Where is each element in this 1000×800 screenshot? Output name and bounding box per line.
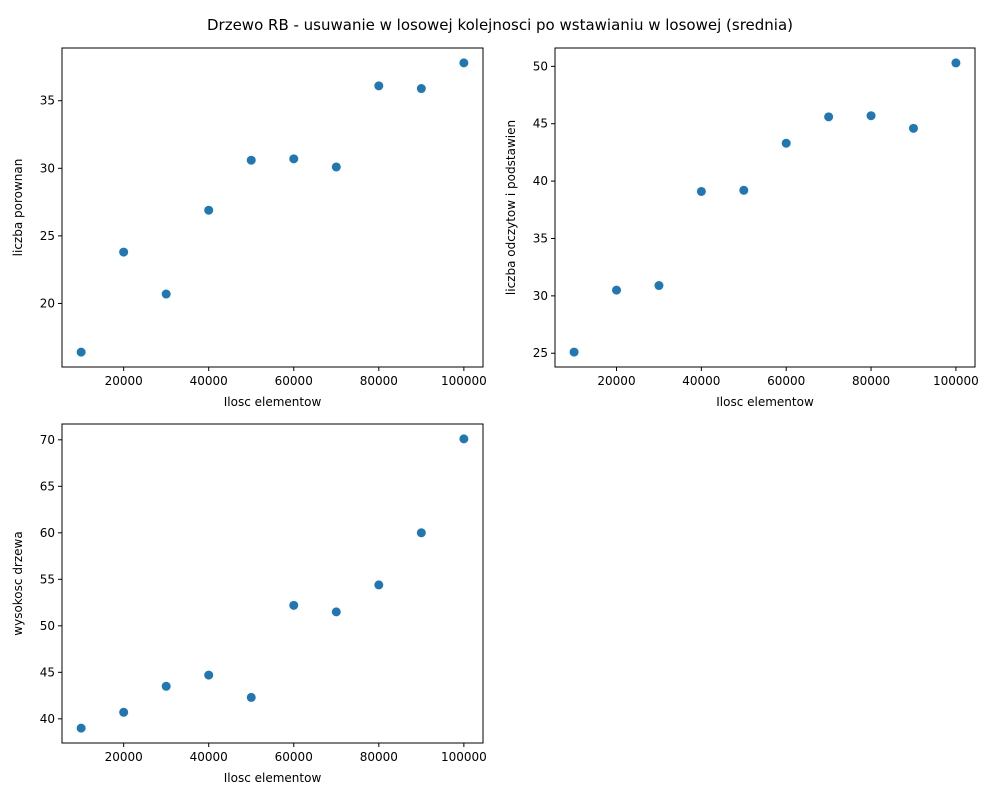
axes-frame <box>61 423 484 744</box>
data-point <box>908 123 918 133</box>
x-tick-label: 20000 <box>105 750 143 764</box>
data-point <box>289 154 299 164</box>
y-axis-label: wysokosc drzewa <box>11 531 25 635</box>
data-point <box>416 528 426 538</box>
x-tick-label: 60000 <box>767 374 805 388</box>
y-tick-label: 65 <box>40 479 55 493</box>
x-tick-label: 40000 <box>682 374 720 388</box>
data-point <box>331 607 341 617</box>
data-point <box>739 185 749 195</box>
data-point <box>696 186 706 196</box>
data-point <box>289 600 299 610</box>
y-tick-label: 70 <box>40 433 55 447</box>
data-point <box>246 692 256 702</box>
data-point <box>459 434 469 444</box>
y-tick-label: 45 <box>40 665 55 679</box>
axes-frame <box>61 47 484 368</box>
y-tick-label: 20 <box>40 296 55 310</box>
x-axis-label: Ilosc elementow <box>716 395 814 409</box>
data-point <box>204 670 214 680</box>
data-point <box>204 205 214 215</box>
y-tick-label: 45 <box>533 117 548 131</box>
figure-title: Drzewo RB - usuwanie w losowej kolejnosc… <box>207 16 793 34</box>
x-tick-label: 40000 <box>190 750 228 764</box>
data-point <box>246 155 256 165</box>
y-tick-label: 25 <box>40 229 55 243</box>
subplot-3: 20000 40000 60000 80000 100000 40 45 50 55 60 65 70… <box>11 423 487 785</box>
subplot-2: 20000 40000 60000 80000 100000 25 30 35 40 45 50 Il… <box>504 47 979 409</box>
axes-frame <box>554 47 976 368</box>
data-point <box>951 58 961 68</box>
y-tick-label: 35 <box>533 231 548 245</box>
y-tick-label: 40 <box>533 174 548 188</box>
x-tick-label: 100000 <box>441 374 487 388</box>
data-point <box>374 81 384 91</box>
x-tick-label: 80000 <box>360 750 398 764</box>
y-tick-label: 30 <box>533 289 548 303</box>
y-tick-label: 40 <box>40 712 55 726</box>
x-tick-label: 40000 <box>190 374 228 388</box>
y-tick-label: 25 <box>533 346 548 360</box>
y-tick-label: 50 <box>40 619 55 633</box>
data-point <box>781 138 791 148</box>
data-point <box>119 707 129 717</box>
y-tick-label: 35 <box>40 94 55 108</box>
data-point <box>331 162 341 172</box>
data-point <box>76 723 86 733</box>
data-point <box>569 347 579 357</box>
x-tick-label: 60000 <box>275 750 313 764</box>
x-tick-label: 80000 <box>852 374 890 388</box>
data-point <box>866 111 876 121</box>
x-axis-label: Ilosc elementow <box>224 395 322 409</box>
data-point <box>374 580 384 590</box>
y-axis-label: liczba odczytow i podstawien <box>504 120 518 295</box>
x-tick-label: 60000 <box>275 374 313 388</box>
data-point <box>416 84 426 94</box>
x-tick-label: 100000 <box>441 750 487 764</box>
x-tick-label: 80000 <box>360 374 398 388</box>
data-point <box>161 681 171 691</box>
x-tick-label: 20000 <box>105 374 143 388</box>
x-axis-label: Ilosc elementow <box>224 771 322 785</box>
y-tick-label: 60 <box>40 526 55 540</box>
data-point <box>654 281 664 291</box>
y-tick-label: 55 <box>40 572 55 586</box>
data-point <box>459 58 469 68</box>
data-point <box>119 247 129 257</box>
x-tick-label: 20000 <box>597 374 635 388</box>
y-tick-label: 50 <box>533 59 548 73</box>
subplots: 20000 40000 60000 80000 100000 20 25 30 35 Ilosc … <box>11 47 979 785</box>
subplot-1: 20000 40000 60000 80000 100000 20 25 30 35 Ilosc … <box>11 47 487 409</box>
y-tick-label: 30 <box>40 161 55 175</box>
y-axis-label: liczba porownan <box>11 159 25 257</box>
data-point <box>612 285 622 295</box>
data-point <box>824 112 834 122</box>
data-point <box>161 289 171 299</box>
x-tick-label: 100000 <box>933 374 979 388</box>
data-point <box>76 347 86 357</box>
